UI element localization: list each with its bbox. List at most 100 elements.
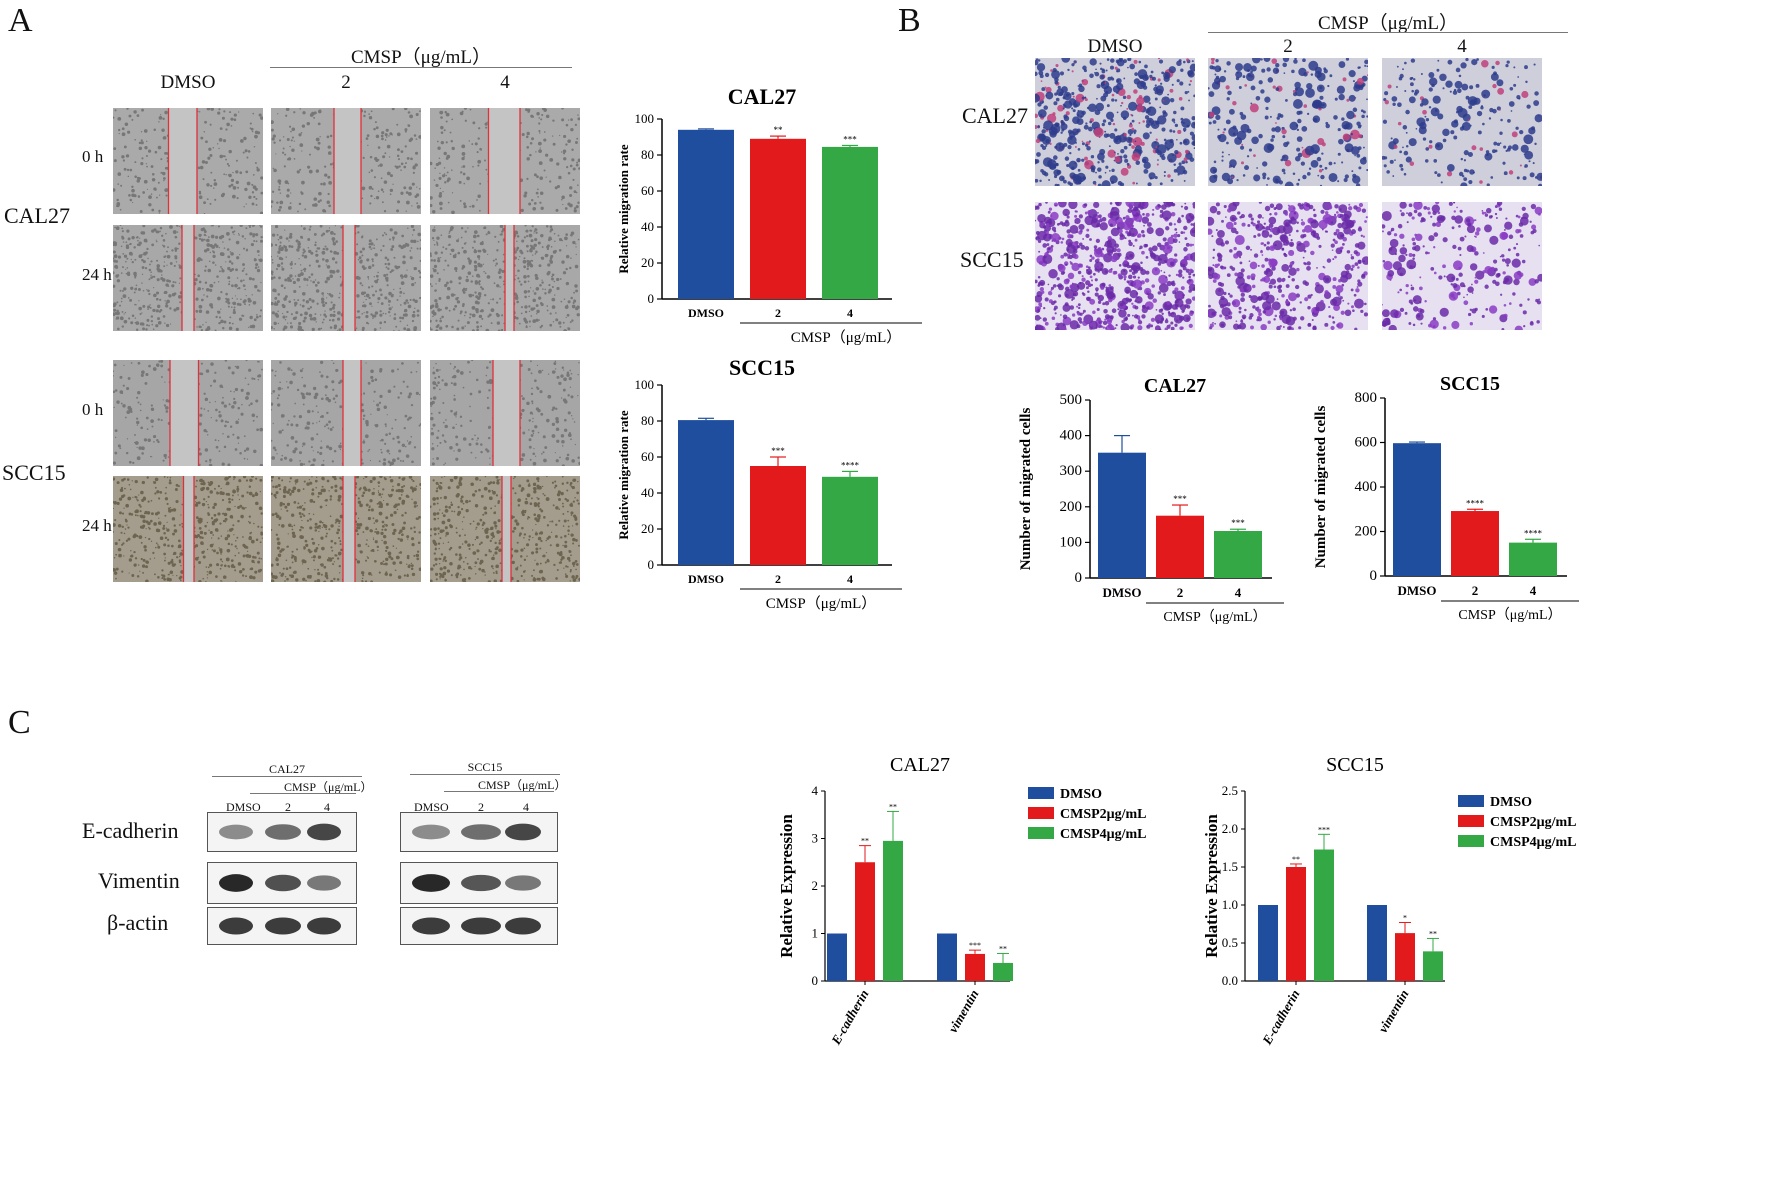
transwell-stained-image <box>1208 202 1368 330</box>
significance-marker: **** <box>841 460 860 470</box>
panel-label-c: C <box>8 704 31 741</box>
y-tick-label: 1 <box>812 926 819 941</box>
scratch-wound-image <box>113 108 263 214</box>
scratch-wound-image <box>430 476 580 582</box>
significance-marker: ** <box>999 944 1007 953</box>
bar <box>678 420 734 565</box>
y-tick-label: 4 <box>812 783 819 798</box>
y-tick-label: 1.5 <box>1222 859 1238 874</box>
y-tick-label: 100 <box>635 377 655 392</box>
x-tick-label: 4 <box>1530 583 1537 598</box>
bar <box>855 862 875 981</box>
scratch-wound-image <box>271 476 421 582</box>
bar <box>750 466 806 565</box>
y-tick-label: 0 <box>1075 570 1083 586</box>
y-axis-label: Relative migration rate <box>616 144 631 273</box>
x-tick-label: 2 <box>1472 583 1479 598</box>
y-tick-label: 600 <box>1355 435 1378 451</box>
y-tick-label: 60 <box>641 449 654 464</box>
panel-a-cellline-scc15: SCC15 <box>2 460 66 485</box>
bar <box>1214 531 1262 578</box>
bar <box>827 933 847 981</box>
panel-b-col-4: 4 <box>1457 36 1467 57</box>
blot-cal27-title-line <box>212 776 362 777</box>
legend-label: CMSP2μg/mL <box>1060 807 1147 822</box>
significance-marker: *** <box>969 941 981 950</box>
western-blot-band-strip <box>400 862 558 904</box>
significance-marker: ** <box>1292 855 1300 864</box>
transwell-stained-image <box>1382 58 1542 186</box>
blot-scc15-title: SCC15 <box>467 760 503 774</box>
scratch-wound-image <box>113 360 263 466</box>
scratch-wound-image <box>113 476 263 582</box>
transwell-stained-image <box>1382 202 1542 330</box>
y-tick-label: 500 <box>1060 392 1083 408</box>
blot-scc15-treatment-line <box>444 791 554 792</box>
chart-title: SCC15 <box>729 355 795 380</box>
y-tick-label: 40 <box>641 485 654 500</box>
chart-title: CAL27 <box>728 84 796 109</box>
blot-scc15-lane-4: 4 <box>523 800 529 814</box>
legend-label: CMSP4μg/mL <box>1060 827 1147 842</box>
y-tick-label: 0 <box>1370 568 1378 584</box>
scratch-wound-image <box>113 225 263 331</box>
y-tick-label: 400 <box>1060 428 1083 444</box>
x-tick-label: DMSO <box>1398 583 1437 598</box>
panel-a-cellline-cal27: CAL27 <box>4 203 70 228</box>
blot-scc15-lane-dmso: DMSO <box>414 800 449 814</box>
x-tick-label: DMSO <box>688 572 724 586</box>
blot-label-vimentin: Vimentin <box>98 868 180 893</box>
y-tick-label: 0.0 <box>1222 973 1238 988</box>
panel-label-a: A <box>8 2 33 39</box>
panel-a-col-2: 2 <box>341 72 351 93</box>
legend-swatch <box>1028 787 1054 799</box>
panel-b-cellline-scc15: SCC15 <box>960 247 1024 272</box>
y-tick-label: 80 <box>641 413 654 428</box>
y-tick-label: 2 <box>812 878 819 893</box>
panel-a-treatment-header: CMSP（μg/mL） <box>350 47 492 68</box>
x-tick-label: DMSO <box>1103 585 1142 600</box>
scratch-wound-image <box>430 360 580 466</box>
y-tick-label: 300 <box>1060 463 1083 479</box>
y-tick-label: 0 <box>812 973 819 988</box>
scratch-wound-image <box>271 360 421 466</box>
bar <box>822 146 878 299</box>
chart-title: CAL27 <box>890 754 950 776</box>
significance-marker: ** <box>774 125 784 135</box>
y-tick-label: 100 <box>635 111 655 126</box>
panel-b-cellline-cal27: CAL27 <box>962 103 1028 128</box>
x-tick-label: 4 <box>847 572 853 586</box>
y-axis-label: Number of migrated cells <box>1018 408 1034 571</box>
western-blot-band-strip <box>400 907 558 945</box>
legend-label: CMSP4μg/mL <box>1490 835 1577 850</box>
group-label: CMSP（μg/mL） <box>1163 609 1266 625</box>
blot-label-beta-actin: β-actin <box>107 910 169 935</box>
panel-a-treatment-line <box>270 67 572 68</box>
significance-marker: *** <box>843 134 857 144</box>
y-tick-label: 100 <box>1060 534 1083 550</box>
significance-marker: *** <box>1231 518 1245 528</box>
significance-marker: * <box>1403 913 1407 922</box>
legend-label: DMSO <box>1490 795 1532 810</box>
panel-a-time-24h-cal27: 24 h <box>82 265 112 284</box>
blot-cal27-lane-2: 2 <box>285 800 291 814</box>
legend-swatch <box>1458 815 1484 827</box>
legend-swatch <box>1458 795 1484 807</box>
y-tick-label: 20 <box>641 521 654 536</box>
blot-cal27-treatment: CMSP（μg/mL） <box>284 780 373 794</box>
x-tick-label: 4 <box>847 306 853 320</box>
significance-marker: *** <box>771 446 785 456</box>
bar <box>822 476 878 565</box>
y-axis-label: Relative migration rate <box>616 410 631 539</box>
blot-scc15-lane-2: 2 <box>478 800 484 814</box>
significance-marker: **** <box>1466 498 1485 508</box>
y-tick-label: 80 <box>641 147 654 162</box>
significance-marker: ** <box>1429 929 1437 938</box>
y-tick-label: 2.0 <box>1222 821 1238 836</box>
y-tick-label: 40 <box>641 219 654 234</box>
panel-b-col-dmso: DMSO <box>1087 36 1143 57</box>
blot-label-e-cadherin: E-cadherin <box>82 818 179 843</box>
bar <box>1367 905 1387 981</box>
x-tick-label: 2 <box>775 306 781 320</box>
